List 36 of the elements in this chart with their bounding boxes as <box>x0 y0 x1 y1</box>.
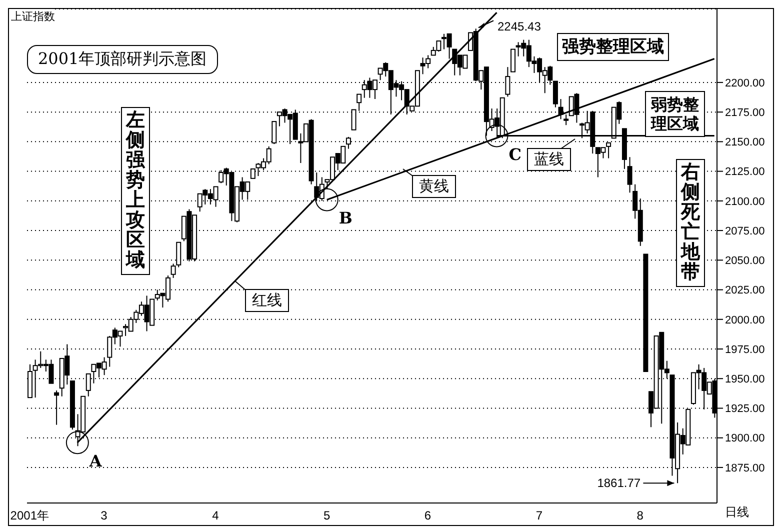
annotation: C <box>508 144 522 164</box>
annotation: 强势整理区域 <box>557 33 669 62</box>
y-tick-label: 1950.00 <box>725 374 765 386</box>
annotation: 红线 <box>245 289 289 312</box>
y-tick-label: 2125.00 <box>725 166 765 178</box>
x-tick-label: 8 <box>636 508 644 523</box>
x-tick-label: 3 <box>100 508 108 523</box>
x-tick-label: 4 <box>212 508 220 523</box>
text: 日线 <box>725 505 749 520</box>
y-tick-label: 2050.00 <box>725 255 765 268</box>
annotation: 左侧强势上攻区域 <box>121 107 150 274</box>
y-tick-label: 2100.00 <box>725 196 765 208</box>
annotation: B <box>338 208 352 228</box>
text: 2001年顶部研判示意图 <box>27 45 218 74</box>
x-tick-label: 2001年 <box>10 508 50 523</box>
y-tick-label: 1975.00 <box>725 344 765 356</box>
y-tick-label: 2000.00 <box>725 314 765 326</box>
annotation: 弱势整理区域 <box>645 91 705 138</box>
annotation: 右侧死亡地带 <box>676 159 705 287</box>
x-tick-label: 6 <box>424 508 432 523</box>
annotation: 蓝线 <box>527 148 571 171</box>
chart-subtitle: 上证指数 <box>11 9 55 24</box>
annotation: 1861.77 <box>597 476 641 490</box>
y-tick-label: 2150.00 <box>725 136 765 149</box>
x-tick-label: 5 <box>324 508 331 523</box>
annotation: 黄线 <box>412 175 456 198</box>
annotation: 2245.43 <box>498 20 542 34</box>
y-tick-label: 2200.00 <box>725 77 765 90</box>
x-tick-label: 7 <box>536 508 543 523</box>
y-tick-label: 2025.00 <box>725 284 765 297</box>
y-tick-label: 2075.00 <box>725 225 765 238</box>
y-tick-label: 1875.00 <box>725 462 765 474</box>
annotation: A <box>88 452 102 471</box>
y-tick-label: 1900.00 <box>725 432 765 445</box>
y-tick-label: 1925.00 <box>725 403 765 416</box>
y-tick-label: 2175.00 <box>725 106 765 119</box>
